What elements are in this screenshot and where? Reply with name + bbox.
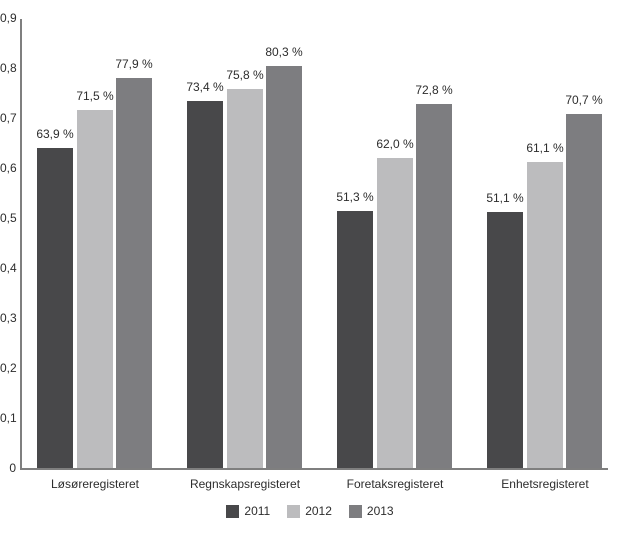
bar-2011 (337, 211, 373, 468)
y-axis-tick-label: 0,1 (0, 411, 17, 425)
category-label: Enhetsregisteret (501, 477, 589, 491)
y-axis-tick-label: 0,8 (0, 61, 17, 75)
category-label: Foretaksregisteret (346, 477, 444, 491)
y-axis-tick-label: 0,2 (0, 361, 17, 375)
bar-value-label: 51,3 % (336, 190, 374, 204)
legend-label: 2011 (244, 504, 271, 518)
bar-2012 (377, 158, 413, 468)
bar-value-label: 70,7 % (565, 93, 603, 107)
y-axis-tick-label: 0 (9, 461, 16, 475)
legend-item-2012: 2012 (287, 504, 332, 518)
bar-value-label: 75,8 % (226, 68, 264, 82)
bar-2013 (416, 104, 452, 468)
legend-swatch-icon (348, 504, 362, 518)
bar-2012 (527, 162, 563, 468)
bar-value-label: 61,1 % (526, 141, 564, 155)
bar-2011 (37, 148, 73, 468)
y-axis-tick-label: 0,6 (0, 161, 17, 175)
legend-label: 2012 (305, 504, 332, 518)
legend-label: 2013 (366, 504, 394, 518)
bar-value-label: 62,0 % (376, 137, 414, 151)
bar-value-label: 71,5 % (76, 89, 114, 103)
bar-2013 (116, 78, 152, 468)
bar-value-label: 51,1 % (486, 191, 524, 205)
bar-value-label: 63,9 % (36, 127, 74, 141)
bar-2011 (187, 101, 223, 468)
bar-value-label: 77,9 % (115, 57, 153, 71)
legend-item-2013: 2013 (348, 504, 394, 518)
x-axis-line (20, 468, 608, 470)
bar-value-label: 73,4 % (186, 80, 224, 94)
legend-swatch-icon (287, 504, 301, 518)
bar-2013 (266, 66, 302, 468)
y-axis-tick-label: 0,7 (0, 111, 17, 125)
bar-2012 (227, 89, 263, 468)
chart-legend: 2011 2012 2013 (0, 504, 620, 518)
y-axis-tick-label: 0,5 (0, 211, 17, 225)
y-axis-tick-label: 0,4 (0, 261, 17, 275)
bar-value-label: 80,3 % (265, 45, 303, 59)
legend-item-2011: 2011 (226, 504, 270, 518)
legend-swatch-icon (226, 504, 240, 518)
bar-value-label: 72,8 % (415, 83, 453, 97)
bar-2012 (77, 110, 113, 468)
bar-2013 (566, 114, 602, 468)
bar-2011 (487, 212, 523, 468)
category-label: Løsøreregisteret (50, 477, 140, 491)
y-axis-tick-label: 0,9 (0, 11, 17, 25)
category-label: Regnskapsregisteret (189, 477, 301, 491)
y-axis-tick-label: 0,3 (0, 311, 17, 325)
y-axis-line (20, 19, 22, 469)
